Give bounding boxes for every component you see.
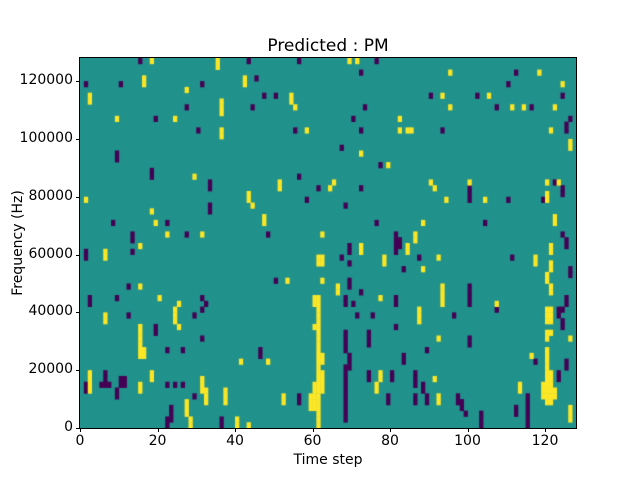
x-tick-label: 120 (531, 433, 559, 449)
x-tick-mark (545, 428, 546, 432)
y-tick-label: 20000 (28, 361, 73, 378)
x-tick-mark (467, 428, 469, 432)
y-tick-label: 120000 (19, 72, 73, 89)
x-axis-label: Time step (293, 452, 363, 468)
x-tick-mark (80, 428, 81, 432)
chart-title: Predicted : PM (267, 36, 389, 56)
y-tick-mark (76, 196, 80, 198)
x-tick-label: 20 (148, 433, 167, 449)
x-tick-label: 80 (381, 433, 399, 449)
y-tick-label: 80000 (28, 187, 73, 204)
y-tick-label: 60000 (28, 245, 73, 262)
x-tick-label: 100 (454, 433, 481, 449)
x-tick-label: 40 (226, 433, 244, 449)
y-tick-mark (76, 428, 80, 429)
y-tick-mark (76, 81, 80, 83)
x-tick-mark (312, 428, 314, 432)
y-tick-mark (76, 312, 80, 314)
y-tick-mark (76, 254, 80, 256)
x-tick-label: 0 (75, 433, 85, 449)
x-tick-mark (390, 428, 391, 432)
x-tick-mark (235, 428, 236, 432)
x-tick-mark (157, 428, 159, 432)
y-tick-label: 0 (64, 419, 73, 435)
y-tick-label: 40000 (28, 303, 73, 320)
y-axis-label: Frequency (Hz) (10, 190, 26, 296)
y-tick-mark (76, 370, 80, 372)
plot-area (79, 57, 577, 429)
heatmap-canvas (80, 58, 576, 428)
y-tick-mark (76, 138, 80, 140)
x-tick-label: 60 (303, 433, 322, 449)
y-tick-label: 100000 (19, 129, 73, 146)
